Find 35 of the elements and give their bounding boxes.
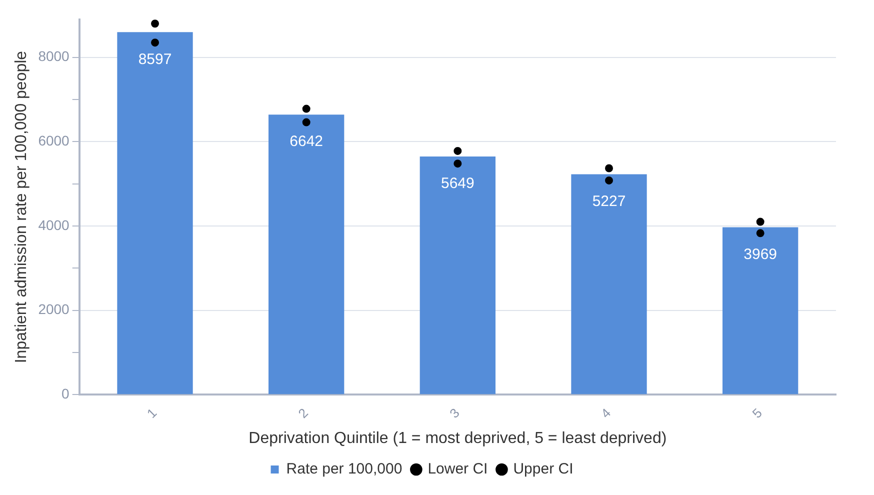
y-tick-label: 8000	[38, 48, 70, 64]
bar	[722, 227, 798, 394]
x-tick-label: 1	[144, 405, 160, 421]
legend-label: Upper CI	[513, 460, 574, 478]
point	[454, 146, 462, 155]
data-label: 5649	[440, 175, 474, 192]
point	[756, 218, 764, 226]
bar	[268, 114, 344, 394]
point	[302, 104, 310, 113]
point	[151, 38, 160, 47]
x-tick-label: 5	[749, 405, 765, 421]
x-axis-title: Deprivation Quintile (1 = most deprived, 5 = least deprived)	[248, 430, 667, 447]
x-tick-label: 2	[295, 405, 311, 421]
data-label: 5227	[592, 192, 626, 210]
data-label: 8597	[138, 50, 172, 68]
bar	[420, 156, 496, 394]
x-tick-label: 3	[446, 405, 462, 421]
legend-label: Lower CI	[428, 460, 488, 478]
y-tick-label: 2000	[38, 301, 70, 318]
point	[454, 160, 462, 168]
point	[605, 176, 614, 184]
y-axis-title: Inpatient admission rate per 100,000 people	[13, 50, 30, 364]
point	[756, 229, 764, 238]
y-tick-label: 6000	[38, 132, 70, 149]
data-label: 3969	[744, 246, 778, 263]
point	[151, 20, 160, 28]
point	[302, 118, 310, 126]
y-tick-label: 0	[62, 386, 70, 402]
legend-label: Rate per 100,000	[286, 460, 402, 478]
data-label: 6642	[290, 133, 324, 150]
x-tick-label: 4	[598, 405, 614, 421]
point	[605, 164, 614, 172]
bar	[117, 32, 193, 394]
bar	[571, 174, 647, 394]
y-tick-label: 4000	[38, 216, 70, 233]
